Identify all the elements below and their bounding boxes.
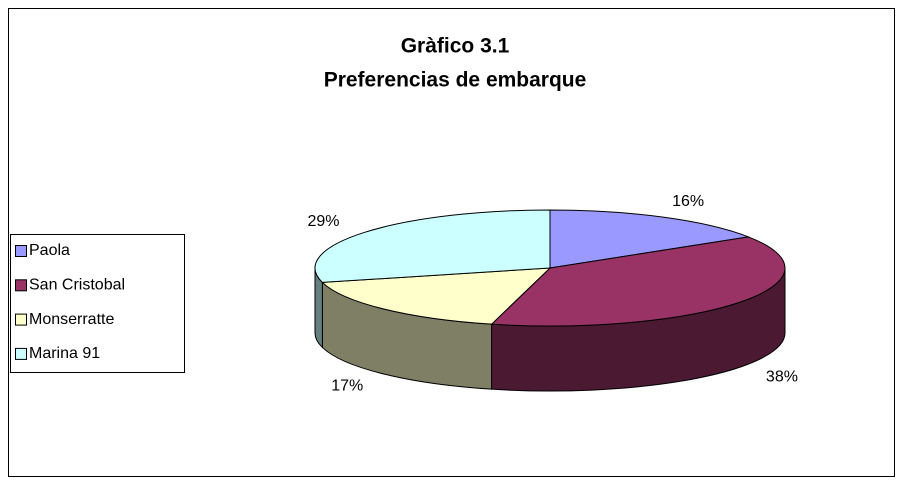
legend-label: Monserratte [29, 311, 114, 328]
slice [314, 209, 551, 283]
legend-swatch [15, 347, 27, 360]
legend-swatch [15, 245, 27, 257]
chart-title: Gràfico 3.1 [401, 35, 510, 58]
legend-label: San Cristobal [29, 277, 125, 294]
data-label: 29% [307, 213, 339, 230]
chart-subtitle: Preferencias de embarque [324, 69, 587, 92]
legend-swatch [15, 313, 27, 326]
data-label: 17% [331, 378, 363, 395]
legend-label: Marina 91 [29, 345, 100, 362]
slice [321, 267, 552, 325]
slice [549, 209, 751, 269]
data-label: 38% [766, 369, 798, 386]
legend-label: Paola [29, 242, 70, 259]
data-label: 16% [672, 193, 704, 210]
slice [490, 236, 786, 327]
legend-box [10, 234, 185, 373]
legend-swatch [15, 279, 27, 292]
